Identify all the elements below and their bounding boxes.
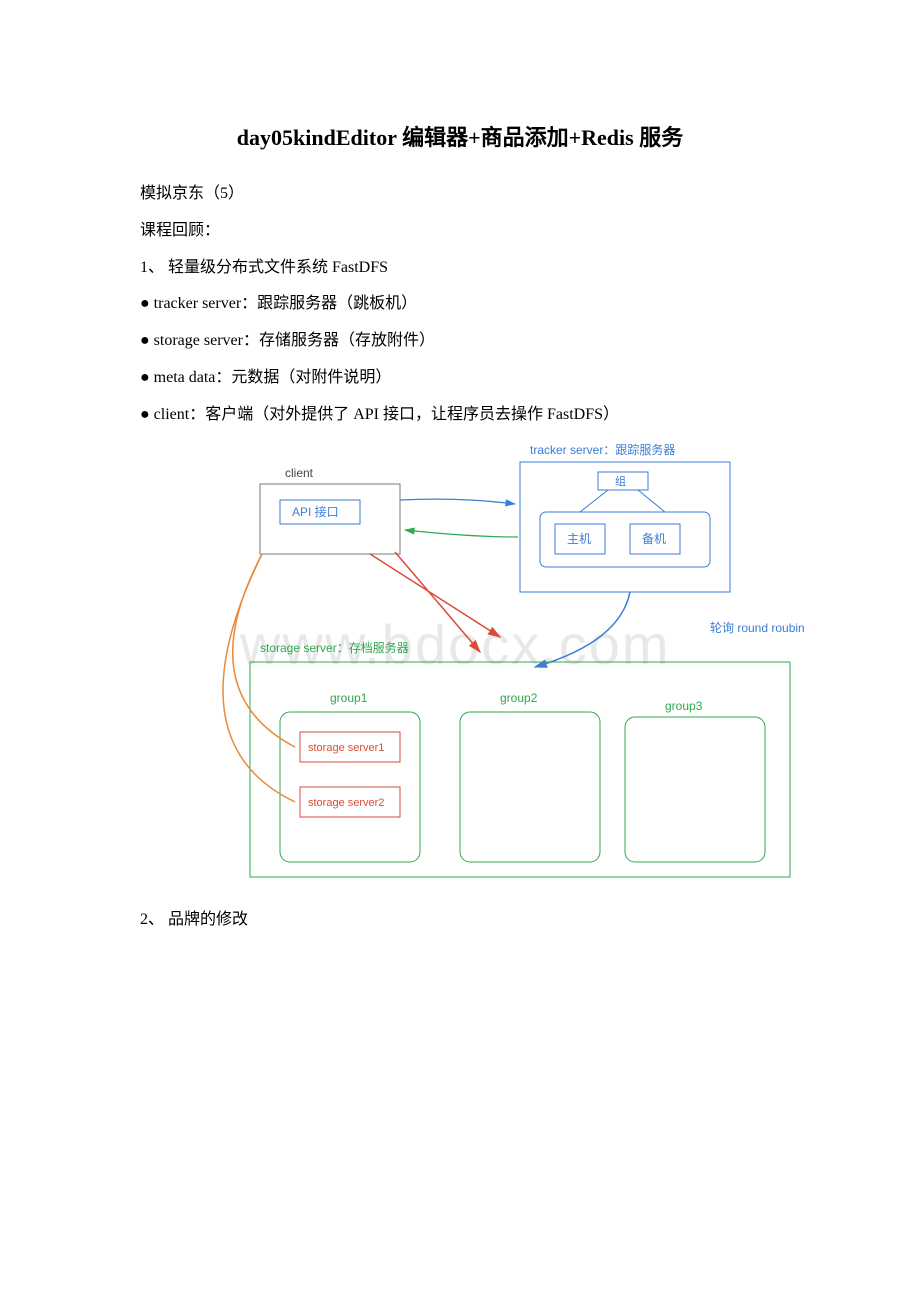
text-line: 模拟京东（5） xyxy=(140,176,780,213)
group2-label: group2 xyxy=(500,691,538,705)
client-box xyxy=(260,484,400,554)
api-label: API 接口 xyxy=(292,504,339,519)
group-line xyxy=(580,490,608,512)
host-backup-label: 备机 xyxy=(642,532,666,546)
page-title: day05kindEditor 编辑器+商品添加+Redis 服务 xyxy=(140,120,780,152)
arrow-tracker-client xyxy=(405,530,518,537)
text-line: ● meta data：元数据（对附件说明） xyxy=(140,360,780,397)
text-line: 2、 品牌的修改 xyxy=(140,902,780,939)
group3-label: group3 xyxy=(665,699,703,713)
text-line: 课程回顾： xyxy=(140,213,780,250)
tracker-inner-box xyxy=(540,512,710,567)
storage-server2-label: storage server2 xyxy=(308,797,384,809)
storage-server1-label: storage server1 xyxy=(308,742,384,754)
arrow-client-storage-1 xyxy=(370,554,500,637)
group-label: 组 xyxy=(615,474,626,488)
arrow-tracker-storage xyxy=(535,592,630,667)
text-line: ● tracker server：跟踪服务器（跳板机） xyxy=(140,286,780,323)
group3-box xyxy=(625,717,765,862)
round-robin-label: 轮询 round roubin xyxy=(710,621,805,635)
text-line: 1、 轻量级分布式文件系统 FastDFS xyxy=(140,250,780,287)
storage-title: storage server：存档服务器 xyxy=(260,640,409,655)
client-label: client xyxy=(285,466,314,480)
group2-box xyxy=(460,712,600,862)
group-line xyxy=(638,490,665,512)
text-line: ● storage server：存储服务器（存放附件） xyxy=(140,323,780,360)
host-main-label: 主机 xyxy=(567,532,591,546)
tracker-title: tracker server：跟踪服务器 xyxy=(530,442,675,457)
arrow-client-tracker xyxy=(400,499,515,504)
group1-label: group1 xyxy=(330,691,368,705)
text-line: ● client：客户端（对外提供了 API 接口，让程序员去操作 FastDF… xyxy=(140,397,780,434)
orange-line-2 xyxy=(223,554,295,802)
fastdfs-diagram: www.bdocx.com tracker server：跟踪服务器 组 主机 xyxy=(200,442,840,892)
arrow-client-storage-2 xyxy=(395,552,480,652)
